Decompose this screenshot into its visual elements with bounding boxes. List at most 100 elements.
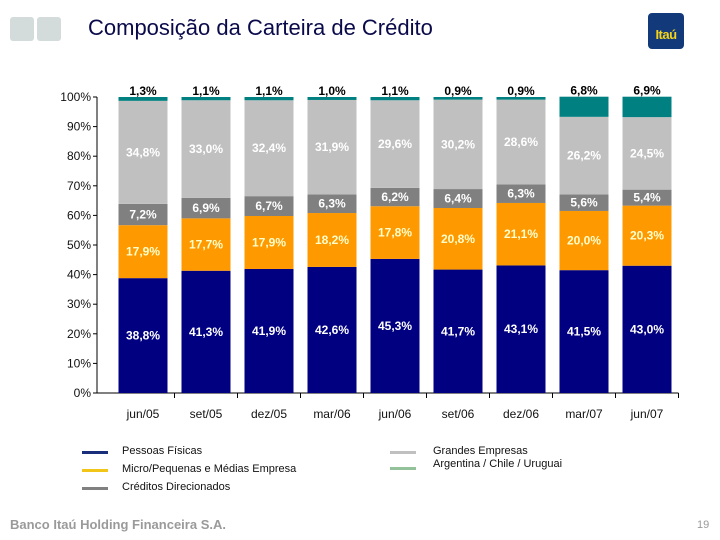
- x-tick-label: jun/06: [378, 407, 412, 421]
- data-label: 6,7%: [255, 199, 283, 213]
- data-label: 6,4%: [444, 192, 472, 206]
- x-tick-label: jun/07: [630, 407, 664, 421]
- legend-swatch: [82, 469, 108, 472]
- data-label: 6,8%: [570, 84, 598, 98]
- y-tick-label: 70%: [67, 179, 91, 193]
- bar-segment: [496, 184, 546, 203]
- data-label: 5,6%: [570, 196, 598, 210]
- legend-label: Argentina / Chile / Uruguai: [433, 458, 563, 470]
- bar-segment: [244, 268, 294, 393]
- data-label: 28,6%: [504, 135, 538, 149]
- data-label: 20,8%: [441, 232, 475, 246]
- bar-segment: [559, 116, 609, 195]
- bar-segment: [307, 213, 357, 267]
- data-label: 1,0%: [318, 84, 346, 98]
- bar-segment: [244, 97, 294, 101]
- data-label: 17,9%: [126, 245, 160, 259]
- bar-segment: [370, 206, 420, 259]
- x-tick-label: dez/05: [251, 407, 287, 421]
- bar-segment: [181, 218, 231, 271]
- data-label: 6,2%: [381, 190, 409, 204]
- legend-swatch: [390, 467, 416, 470]
- bar-segment: [622, 117, 672, 190]
- itau-logo: Itaú: [648, 13, 684, 49]
- data-label: 41,3%: [189, 325, 223, 339]
- data-label: 6,9%: [192, 201, 220, 215]
- y-tick-label: 80%: [67, 149, 91, 163]
- y-tick-label: 20%: [67, 327, 91, 341]
- data-label: 17,8%: [378, 226, 412, 240]
- bar-segment: [244, 100, 294, 197]
- data-label: 5,4%: [633, 191, 661, 205]
- data-label: 17,7%: [189, 238, 223, 252]
- bar-segment: [433, 189, 483, 208]
- legend-swatch: [82, 451, 108, 454]
- bar-segment: [118, 278, 168, 393]
- data-label: 20,3%: [630, 229, 664, 243]
- bar-segment: [496, 97, 546, 100]
- data-label: 41,9%: [252, 324, 286, 338]
- bar-segment: [181, 100, 231, 198]
- bar-segment: [370, 258, 420, 393]
- bar-segment: [307, 266, 357, 393]
- bar-segment: [496, 265, 546, 393]
- bar-segment: [118, 203, 168, 226]
- page-title: Composição da Carteira de Crédito: [88, 15, 433, 40]
- data-label: 1,1%: [381, 84, 409, 98]
- bar-segment: [433, 99, 483, 190]
- data-label: 41,5%: [567, 325, 601, 339]
- data-label: 26,2%: [567, 149, 601, 163]
- decorative-squares: [10, 17, 61, 41]
- data-label: 0,9%: [444, 84, 472, 98]
- bar-segment: [181, 197, 231, 219]
- x-tick-label: dez/06: [503, 407, 539, 421]
- bar-segment: [118, 225, 168, 279]
- legend-label: Grandes Empresas: [433, 445, 528, 457]
- bar-segment: [433, 208, 483, 270]
- data-label: 41,7%: [441, 324, 475, 338]
- y-tick-label: 30%: [67, 297, 91, 311]
- data-label: 6,9%: [633, 84, 661, 98]
- bar-segment: [370, 100, 420, 188]
- data-label: 38,8%: [126, 329, 160, 343]
- data-label: 18,2%: [315, 233, 349, 247]
- decorative-square: [10, 17, 34, 41]
- bar-segment: [496, 202, 546, 266]
- decorative-square: [37, 17, 61, 41]
- bar-segment: [559, 210, 609, 271]
- y-tick-label: 50%: [67, 238, 91, 252]
- data-label: 1,1%: [192, 84, 220, 98]
- data-label: 6,3%: [318, 197, 346, 211]
- bar-segment: [433, 97, 483, 100]
- data-label: 20,0%: [567, 234, 601, 248]
- bar-segment: [496, 99, 546, 185]
- legend-label: Micro/Pequenas e Médias Empresa: [122, 463, 297, 475]
- bar-segment: [370, 97, 420, 101]
- x-tick-label: mar/06: [313, 407, 351, 421]
- footer-company-name: Banco Itaú Holding Financeira S.A.: [10, 517, 226, 532]
- data-label: 6,3%: [507, 187, 535, 201]
- bar-segment: [622, 96, 672, 118]
- y-tick-label: 0%: [74, 386, 92, 400]
- y-tick-label: 40%: [67, 268, 91, 282]
- y-tick-label: 60%: [67, 208, 91, 222]
- bar-segment: [559, 194, 609, 211]
- bar-segment: [181, 97, 231, 101]
- data-label: 24,5%: [630, 146, 664, 160]
- bar-segment: [307, 99, 357, 195]
- legend-swatch: [390, 451, 416, 454]
- data-label: 7,2%: [129, 208, 157, 222]
- bar-segment: [622, 265, 672, 393]
- bar-segment: [118, 100, 168, 204]
- bar-segment: [370, 187, 420, 207]
- y-tick-label: 90%: [67, 120, 91, 134]
- bar-segment: [433, 269, 483, 393]
- bar-segment: [622, 189, 672, 206]
- x-tick-label: jun/05: [126, 407, 160, 421]
- data-label: 0,9%: [507, 84, 535, 98]
- page-number: 19: [697, 519, 710, 531]
- y-tick-label: 100%: [60, 90, 91, 104]
- data-label: 17,9%: [252, 235, 286, 249]
- data-label: 31,9%: [315, 140, 349, 154]
- data-label: 30,2%: [441, 137, 475, 151]
